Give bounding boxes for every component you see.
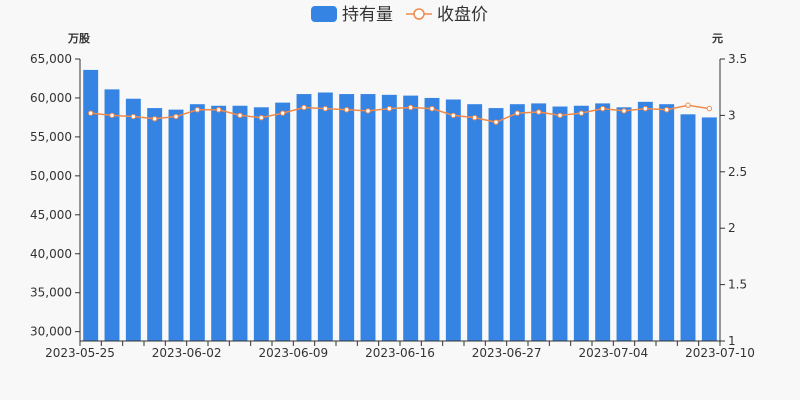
- legend-line-label[interactable]: 收盘价: [437, 5, 488, 25]
- bar[interactable]: [659, 104, 675, 342]
- legend-bar-swatch[interactable]: [311, 6, 337, 22]
- left-axis-tick-label: 30,000: [30, 325, 72, 339]
- bar[interactable]: [531, 103, 547, 341]
- bar[interactable]: [701, 117, 717, 341]
- close-price-point[interactable]: [258, 114, 265, 121]
- left-axis-unit: 万股: [67, 32, 91, 45]
- bar[interactable]: [488, 108, 504, 341]
- legend: 持有量 收盘价: [0, 0, 800, 30]
- bar[interactable]: [211, 105, 227, 342]
- bar[interactable]: [296, 94, 312, 341]
- x-axis-tick-label: 2023-05-25: [45, 346, 115, 360]
- bar[interactable]: [275, 102, 291, 342]
- close-price-point[interactable]: [493, 119, 499, 125]
- close-price-point[interactable]: [535, 109, 542, 115]
- close-price-point[interactable]: [215, 107, 222, 113]
- axis-layer: 万股 元 30,000 35,000 40,000 45,000 50,000 55,00…: [30, 32, 755, 360]
- bar[interactable]: [573, 105, 589, 342]
- close-price-point[interactable]: [151, 116, 158, 122]
- bar[interactable]: [253, 107, 269, 341]
- x-axis-tick-label: 2023-06-09: [258, 346, 328, 360]
- bar[interactable]: [339, 94, 355, 341]
- bar-series: [83, 69, 717, 342]
- bar[interactable]: [104, 89, 120, 341]
- right-axis-unit: 元: [712, 32, 723, 45]
- bar[interactable]: [552, 106, 568, 341]
- legend-bar-label[interactable]: 持有量: [342, 5, 393, 25]
- close-price-point[interactable]: [279, 110, 286, 116]
- bar[interactable]: [83, 69, 99, 342]
- bar[interactable]: [168, 109, 184, 341]
- close-price-point[interactable]: [322, 105, 329, 112]
- close-price-point[interactable]: [557, 112, 563, 119]
- close-price-point[interactable]: [685, 102, 691, 108]
- right-axis-tick-label: 2.5: [728, 165, 747, 179]
- bar[interactable]: [595, 103, 611, 341]
- close-price-point[interactable]: [237, 112, 243, 119]
- close-price-line: [90, 104, 710, 123]
- bar[interactable]: [381, 94, 397, 341]
- left-axis-tick-label: 45,000: [30, 208, 72, 222]
- close-price-point[interactable]: [663, 107, 670, 113]
- left-axis-tick-label: 60,000: [30, 91, 72, 105]
- bar[interactable]: [147, 108, 163, 341]
- close-price-point[interactable]: [514, 110, 521, 116]
- right-axis-tick-label: 3: [728, 108, 736, 122]
- line-series: [87, 102, 713, 125]
- close-price-point[interactable]: [429, 105, 435, 112]
- close-price-point[interactable]: [621, 108, 627, 114]
- right-axis-tick-label: 2: [728, 221, 736, 235]
- close-price-point[interactable]: [599, 105, 606, 112]
- close-price-point[interactable]: [173, 113, 179, 120]
- close-price-point[interactable]: [578, 110, 585, 116]
- right-axis-tick-label: 1.5: [728, 278, 747, 292]
- x-axis-tick-label: 2023-07-04: [578, 346, 648, 360]
- bar[interactable]: [637, 101, 653, 341]
- bar[interactable]: [616, 107, 632, 341]
- x-axis-tick-label: 2023-06-16: [365, 346, 435, 360]
- right-axis-tick-label: 3.5: [728, 52, 747, 66]
- bar[interactable]: [680, 114, 696, 342]
- close-price-point[interactable]: [194, 107, 201, 113]
- bar[interactable]: [125, 98, 141, 341]
- close-price-point[interactable]: [706, 105, 713, 112]
- left-axis-tick-label: 65,000: [30, 52, 72, 66]
- close-price-point[interactable]: [130, 113, 137, 120]
- left-axis-tick-label: 50,000: [30, 169, 72, 183]
- bar[interactable]: [467, 104, 483, 342]
- close-price-point[interactable]: [343, 107, 350, 113]
- close-price-point[interactable]: [450, 112, 457, 119]
- legend-svg: 持有量 收盘价: [311, 5, 488, 25]
- bar[interactable]: [445, 99, 461, 341]
- x-axis-tick-label: 2023-06-02: [152, 346, 222, 360]
- close-price-point[interactable]: [365, 108, 371, 114]
- bar[interactable]: [189, 104, 205, 342]
- x-axis-tick-label: 2023-06-27: [472, 346, 542, 360]
- legend-line-swatch-marker[interactable]: [413, 8, 425, 20]
- close-price-point[interactable]: [386, 105, 393, 112]
- bar[interactable]: [317, 92, 333, 341]
- close-price-point[interactable]: [109, 112, 115, 119]
- bar[interactable]: [232, 105, 248, 342]
- left-axis-tick-label: 55,000: [30, 130, 72, 144]
- close-price-point[interactable]: [642, 105, 649, 112]
- close-price-point[interactable]: [407, 104, 414, 111]
- close-price-point[interactable]: [87, 110, 94, 116]
- left-axis-tick-label: 40,000: [30, 247, 72, 261]
- left-axis-tick-label: 35,000: [30, 286, 72, 300]
- bar[interactable]: [360, 94, 376, 341]
- x-axis-tick-label: 2023-07-10: [685, 346, 755, 360]
- bar[interactable]: [509, 104, 525, 342]
- bar[interactable]: [403, 95, 419, 342]
- close-price-point[interactable]: [471, 114, 478, 121]
- bar[interactable]: [424, 97, 440, 341]
- right-axis-tick-label: 1: [728, 334, 736, 348]
- close-price-point[interactable]: [301, 104, 307, 111]
